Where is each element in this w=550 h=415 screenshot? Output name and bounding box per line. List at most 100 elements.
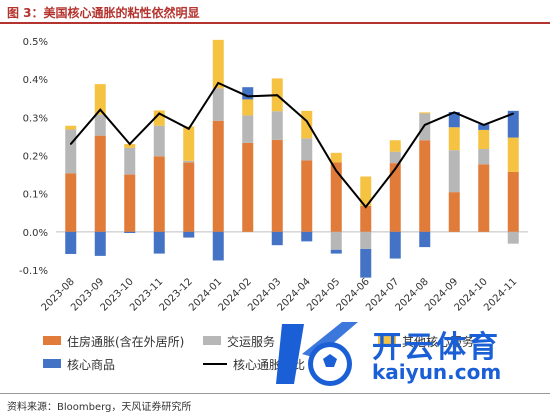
bar-segment (448, 192, 460, 232)
core-inflation-point (246, 95, 249, 98)
bar-segment (124, 231, 136, 233)
core-inflation-point (99, 108, 102, 111)
bar-segment (360, 249, 372, 278)
bar-segment (242, 87, 254, 100)
bar-segment (301, 138, 313, 161)
bar-segment (360, 231, 372, 250)
bar-segment (153, 110, 165, 126)
bar-segment (389, 163, 401, 232)
bar-segment (360, 205, 372, 232)
bar-segment (507, 231, 519, 244)
bar-segment (448, 150, 460, 193)
bar-segment (478, 124, 490, 130)
watermark-brand-text: 开云体育 (372, 330, 500, 365)
legend-swatch (203, 336, 221, 345)
core-inflation-point (158, 112, 161, 115)
bar-segment (330, 249, 342, 254)
bar-segment (389, 151, 401, 164)
bar-segment (419, 112, 431, 114)
bar-segment (183, 231, 195, 238)
core-inflation-point (482, 124, 485, 126)
legend-label: 其他核心服务 (402, 334, 474, 349)
core-inflation-line (69, 81, 514, 209)
title-divider (0, 22, 550, 24)
legend-label: 核心商品 (67, 357, 115, 372)
bar-segment (65, 231, 77, 254)
bar-segment (212, 120, 224, 232)
bar-segment (271, 231, 283, 246)
bar-segment (330, 162, 342, 232)
legend-swatch (43, 336, 61, 345)
bar-segment (448, 127, 460, 151)
chart-title: 图 3：美国核心通胀的粘性依然明显 (7, 6, 200, 20)
core-inflation-point (217, 82, 220, 84)
bar-segment (65, 129, 77, 174)
y-tick-label: 0.1% (23, 190, 48, 201)
bar-segment (124, 174, 136, 232)
core-inflation-point (128, 143, 131, 145)
bar-segment (301, 231, 313, 242)
legend-swatch (43, 359, 61, 368)
core-inflation-point (453, 111, 456, 114)
bar-segment (271, 139, 283, 232)
bar-segment (242, 142, 254, 232)
stacked-bar-line-chart: -0.1%0.0%0.1%0.2%0.3%0.4%0.5%2023-082023… (19, 37, 528, 372)
bar-segment (360, 176, 372, 206)
bar-segment (330, 152, 342, 163)
bar-segment (183, 126, 195, 161)
bar-segment (94, 114, 106, 136)
y-tick-label: -0.1% (19, 266, 48, 277)
bar-segment (419, 231, 431, 248)
bar-segment (183, 162, 195, 232)
soccer-k-logo-icon (276, 322, 358, 386)
bar-segment (301, 110, 313, 139)
core-inflation-point (512, 112, 515, 115)
bar-segment (478, 149, 490, 165)
bar-segment (301, 160, 313, 232)
source-note: 资料来源：Bloomberg，天风证券研究所 (7, 402, 192, 413)
bar-segment (153, 156, 165, 232)
bar-segment (507, 110, 519, 138)
bar-segment (212, 88, 224, 121)
bar-segment (124, 144, 136, 148)
bar-segment (478, 164, 490, 232)
bar-segment (330, 231, 342, 250)
footer-divider (0, 393, 550, 394)
bar-segment (389, 231, 401, 259)
bar-segment (94, 135, 106, 232)
y-tick-label: 0.5% (23, 37, 48, 48)
core-inflation-point (187, 127, 190, 130)
core-inflation-point (423, 124, 426, 126)
y-tick-label: 0.0% (23, 228, 48, 239)
bar-segment (242, 115, 254, 143)
bar-segment (448, 111, 460, 128)
core-inflation-point (364, 206, 367, 208)
bar-segment (183, 160, 195, 163)
bar-segment (212, 39, 224, 89)
bar-segment (65, 173, 77, 232)
bar-segment (212, 231, 224, 261)
y-tick-label: 0.4% (23, 75, 48, 86)
y-tick-label: 0.3% (23, 113, 48, 124)
core-inflation-point (276, 94, 279, 96)
core-inflation-point (394, 168, 397, 170)
bar-segment (389, 140, 401, 152)
legend-label: 住房通胀(含在外居所) (67, 334, 184, 349)
bar-segment (507, 137, 519, 172)
bar-segment (271, 111, 283, 140)
bar-segment (507, 171, 519, 232)
y-tick-label: 0.2% (23, 152, 48, 163)
bar-segment (65, 125, 77, 130)
watermark-logo: 开云体育 kaiyun.com (272, 318, 542, 390)
bar-segment (242, 99, 254, 116)
core-inflation-point (335, 169, 338, 172)
watermark-url-text: kaiyun.com (372, 360, 502, 384)
bar-segment (94, 231, 106, 256)
bar-segment (153, 231, 165, 254)
bar-segment (419, 113, 431, 141)
bar-segment (94, 84, 106, 115)
legend-swatch (378, 336, 396, 345)
bar-segment (478, 129, 490, 150)
bar-segment (124, 147, 136, 175)
legend-label: 交运服务 (227, 334, 275, 349)
